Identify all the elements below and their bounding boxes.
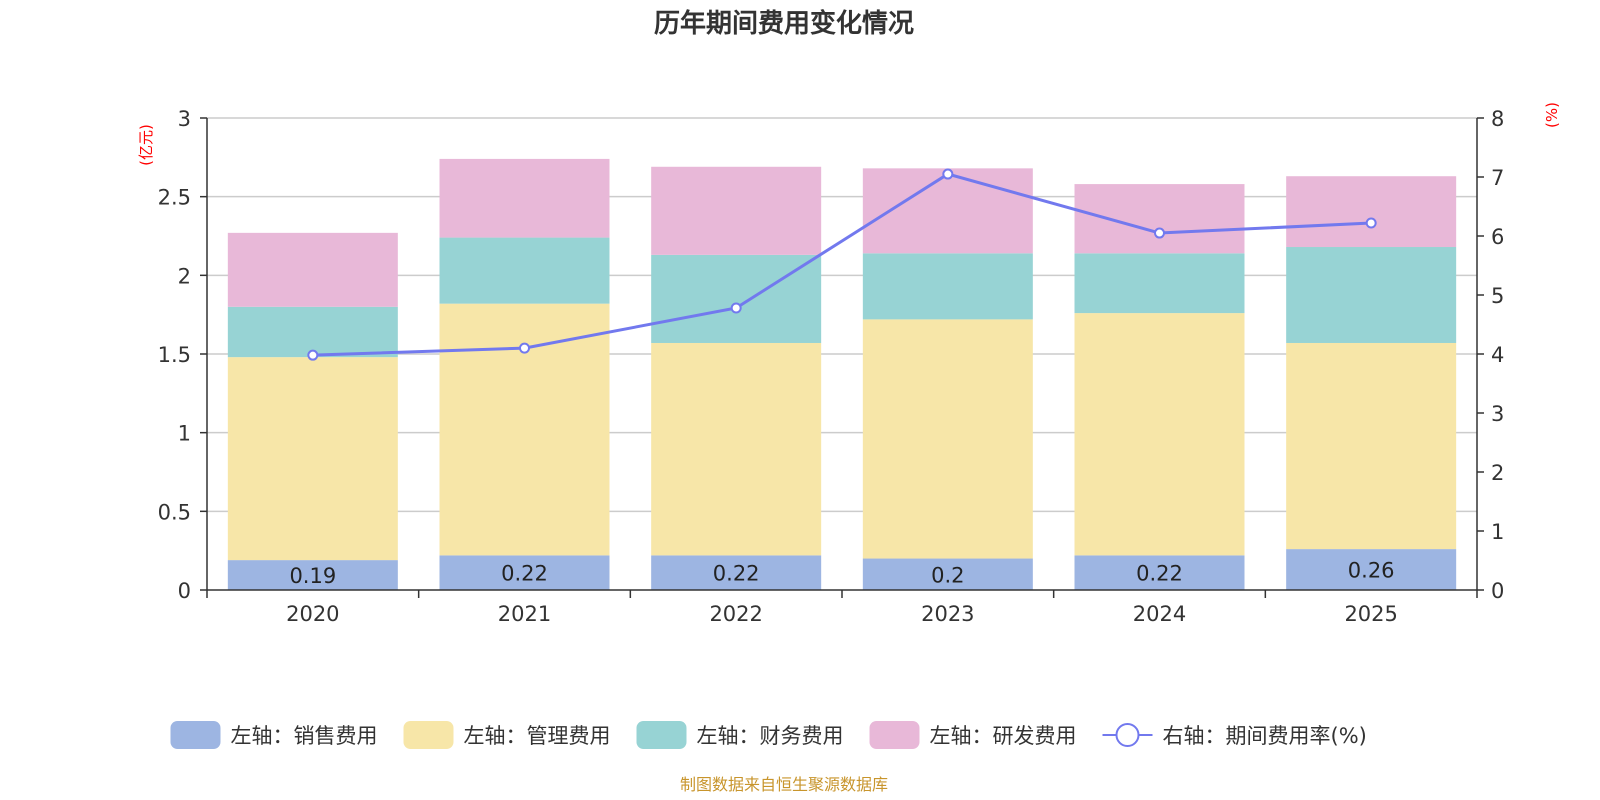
data-label-2020: 0.19 bbox=[289, 564, 336, 588]
source-note: 制图数据来自恒生聚源数据库 bbox=[680, 775, 888, 794]
right-tick-label: 7 bbox=[1491, 166, 1504, 190]
bar-s2-2025 bbox=[1286, 247, 1457, 343]
bar-s1-2020 bbox=[227, 357, 398, 561]
right-tick-label: 1 bbox=[1491, 520, 1504, 544]
bar-s1-2024 bbox=[1074, 313, 1245, 556]
rate-point-2020 bbox=[307, 349, 319, 361]
data-label-2021: 0.22 bbox=[501, 562, 548, 586]
bar-s2-2023 bbox=[862, 253, 1033, 320]
bar-s0-2022 bbox=[651, 555, 822, 590]
legend-label-4: 右轴：期间费用率(%) bbox=[1163, 724, 1367, 748]
right-tick-label: 2 bbox=[1491, 461, 1504, 485]
bar-series: 0.19 0.22 0.22 0.2 0.22 0.26 bbox=[227, 158, 1457, 590]
x-tick-label-2025: 2025 bbox=[1344, 602, 1397, 626]
right-tick-label: 4 bbox=[1491, 343, 1504, 367]
bar-s2-2020 bbox=[227, 306, 398, 358]
rate-point-2024 bbox=[1154, 227, 1165, 239]
bar-s3-2022 bbox=[651, 166, 822, 255]
bar-s1-2023 bbox=[862, 319, 1033, 559]
bar-s1-2021 bbox=[439, 303, 610, 556]
legend-marker-4 bbox=[1115, 723, 1140, 747]
bar-s0-2025 bbox=[1286, 549, 1457, 590]
right-tick-label: 3 bbox=[1491, 402, 1504, 426]
left-tick-label: 2.5 bbox=[158, 186, 191, 210]
right-axis-unit: (%) bbox=[1543, 102, 1561, 128]
data-label-2024: 0.22 bbox=[1136, 562, 1183, 586]
bar-s3-2024 bbox=[1074, 184, 1245, 254]
rate-line-series bbox=[307, 168, 1377, 361]
bar-s0-2023 bbox=[862, 558, 1033, 590]
legend-swatch-2 bbox=[636, 721, 687, 749]
right-tick-label: 8 bbox=[1491, 107, 1504, 131]
right-tick-label: 5 bbox=[1491, 284, 1504, 308]
right-tick-label: 0 bbox=[1491, 579, 1504, 603]
bar-s1-2022 bbox=[651, 342, 822, 556]
x-tick-label-2023: 2023 bbox=[921, 602, 974, 626]
bar-s2-2021 bbox=[439, 237, 610, 304]
left-tick-label: 0.5 bbox=[158, 500, 191, 524]
legend-swatch-0 bbox=[170, 721, 221, 749]
gridlines bbox=[207, 117, 1477, 513]
data-label-2025: 0.26 bbox=[1348, 559, 1395, 583]
legend-label-2: 左轴：财务费用 bbox=[697, 724, 844, 748]
left-tick-label: 2 bbox=[178, 264, 191, 288]
right-tick-label: 6 bbox=[1491, 225, 1504, 249]
legend-label-1: 左轴：管理费用 bbox=[464, 724, 611, 748]
legend-swatch-3 bbox=[869, 721, 920, 749]
bar-s1-2025 bbox=[1286, 342, 1457, 550]
x-tick-label-2022: 2022 bbox=[709, 602, 762, 626]
left-tick-label: 0 bbox=[178, 579, 191, 603]
rate-line bbox=[312, 172, 1372, 357]
x-tick-label-2020: 2020 bbox=[286, 602, 339, 626]
rate-point-2021 bbox=[519, 342, 530, 354]
bar-s3-2025 bbox=[1286, 176, 1457, 248]
bar-s2-2024 bbox=[1074, 253, 1245, 314]
legend-label-3: 左轴：研发费用 bbox=[930, 724, 1077, 748]
rate-point-2025 bbox=[1365, 217, 1377, 229]
chart-title: 历年期间费用变化情况 bbox=[654, 8, 914, 39]
left-tick-label: 1 bbox=[178, 422, 191, 446]
bar-s3-2020 bbox=[227, 232, 398, 307]
left-tick-label: 1.5 bbox=[158, 343, 191, 367]
legend-label-0: 左轴：销售费用 bbox=[231, 724, 378, 748]
left-axis-unit: (亿元) bbox=[137, 124, 155, 166]
bar-s2-2022 bbox=[651, 254, 822, 343]
bar-s0-2024 bbox=[1074, 555, 1245, 590]
axes: 0 0.5 1 1.5 2 2.5 3 0 1 2 3 4 5 6 7 8 2020 2021 2022 2023 20… bbox=[158, 107, 1505, 626]
x-tick-label-2024: 2024 bbox=[1133, 602, 1186, 626]
legend: 左轴：销售费用 左轴：管理费用 左轴：财务费用 左轴：研发费用 右轴：期间费用率(%) bbox=[170, 721, 1367, 749]
rate-point-2022 bbox=[730, 302, 742, 314]
bar-s0-2021 bbox=[439, 555, 610, 590]
x-tick-label-2021: 2021 bbox=[498, 602, 551, 626]
data-label-2022: 0.22 bbox=[713, 562, 760, 586]
data-label-2023: 0.2 bbox=[931, 563, 964, 587]
bar-s3-2021 bbox=[439, 158, 610, 238]
legend-swatch-1 bbox=[403, 721, 454, 749]
bar-s0-2020 bbox=[227, 560, 398, 590]
rate-point-2023 bbox=[942, 168, 954, 180]
left-tick-label: 3 bbox=[178, 107, 191, 131]
